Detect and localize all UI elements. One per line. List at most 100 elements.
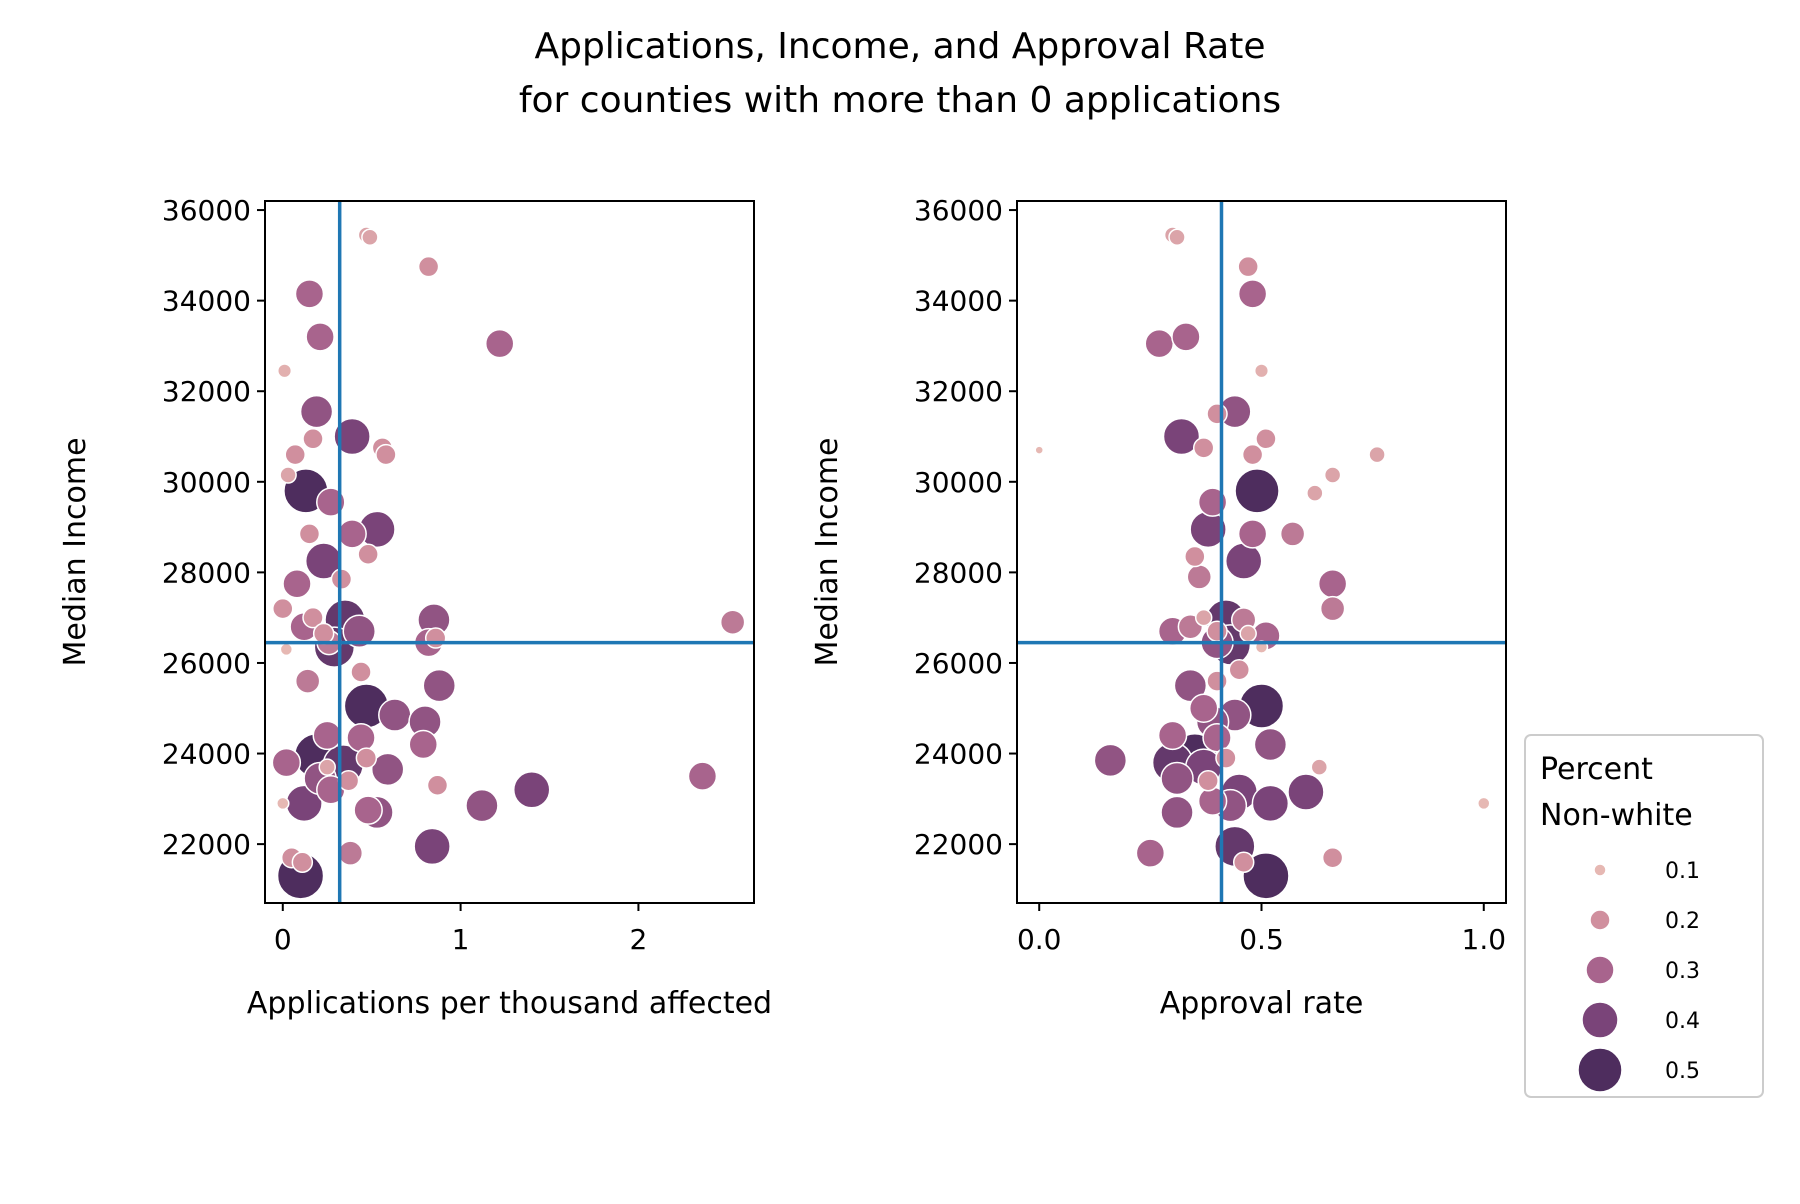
legend-label: 0.3	[1665, 959, 1700, 984]
data-point	[1239, 624, 1257, 643]
legend-marker	[1593, 863, 1607, 877]
data-point	[1321, 846, 1344, 869]
data-point	[316, 487, 346, 517]
data-point	[279, 642, 294, 657]
y-tick-label: 30000	[914, 466, 1003, 499]
data-point	[1241, 443, 1264, 466]
y-tick-label: 22000	[914, 828, 1003, 861]
data-point	[282, 568, 312, 599]
data-point	[1093, 743, 1128, 778]
legend-marker	[1589, 909, 1611, 931]
data-point	[1234, 468, 1280, 514]
data-point	[413, 827, 451, 866]
data-point	[1168, 228, 1186, 246]
data-point	[305, 322, 335, 352]
data-point	[337, 769, 360, 792]
data-point	[1477, 796, 1491, 811]
legend-label: 0.2	[1665, 909, 1700, 934]
data-point	[337, 519, 367, 549]
legend-label: 0.4	[1665, 1009, 1700, 1034]
data-point	[408, 729, 439, 760]
data-point	[1228, 659, 1251, 681]
x-tick-label: 0	[274, 923, 292, 956]
data-point	[1368, 445, 1386, 464]
panel-approval-rate: 22000 24000 26000 28000 30000 32000 34000 36000…	[810, 194, 1507, 1021]
data-point	[1287, 773, 1325, 811]
data-point	[1319, 595, 1346, 622]
legend-items: 0.1 0.2 0.3 0.4 0.5	[1577, 859, 1700, 1093]
data-point	[1206, 620, 1228, 643]
y-tick-label: 24000	[162, 738, 251, 771]
y-tick-label: 36000	[914, 194, 1003, 227]
data-point	[1162, 417, 1201, 456]
x-tick-label: 0.5	[1239, 923, 1284, 956]
data-point	[1202, 722, 1232, 753]
data-point	[353, 795, 383, 825]
data-point	[1197, 487, 1228, 517]
data-point	[1206, 670, 1228, 692]
data-point	[1034, 445, 1044, 455]
panel-applications: 22000 24000 26000 28000 30000 32000 34000 36000…	[58, 194, 772, 1021]
data-point	[1237, 279, 1268, 309]
data-point	[1215, 747, 1237, 769]
data-point	[378, 698, 412, 732]
data-point	[1173, 668, 1208, 703]
data-point	[426, 774, 449, 796]
data-point	[1279, 521, 1306, 547]
data-point	[355, 747, 378, 769]
data-point	[465, 788, 499, 823]
data-point	[370, 752, 405, 787]
data-point	[284, 443, 306, 466]
data-point	[294, 279, 325, 309]
data-point	[1171, 322, 1201, 352]
plot-area	[1017, 201, 1506, 903]
data-point	[304, 542, 343, 580]
data-point	[302, 606, 324, 629]
data-point	[279, 466, 297, 484]
legend-marker	[1585, 955, 1615, 985]
y-tick-label: 34000	[914, 285, 1003, 318]
data-point	[417, 255, 440, 278]
y-tick-label: 24000	[914, 738, 1003, 771]
data-point	[277, 363, 293, 379]
y-tick-label: 28000	[914, 556, 1003, 589]
legend-marker	[1581, 1001, 1619, 1039]
y-tick-label: 26000	[162, 647, 251, 680]
data-point	[1160, 761, 1194, 796]
data-point	[1194, 608, 1213, 627]
data-point	[350, 661, 372, 683]
chart-title-line2: for counties with more than 0 applicatio…	[519, 80, 1281, 121]
data-point	[1224, 542, 1263, 580]
y-tick-label: 30000	[162, 466, 251, 499]
data-point	[1255, 428, 1277, 450]
data-point	[298, 523, 321, 545]
data-point	[1237, 255, 1259, 278]
data-point	[312, 622, 335, 645]
data-point	[346, 722, 376, 753]
data-point	[357, 543, 379, 566]
plot-area	[265, 201, 754, 903]
data-point	[1232, 851, 1255, 873]
data-point	[302, 428, 324, 450]
data-point	[1157, 720, 1188, 751]
data-point	[1192, 437, 1215, 459]
data-point	[312, 720, 342, 751]
y-tick-label: 34000	[162, 285, 251, 318]
data-point	[1184, 545, 1206, 568]
y-axis-label: Median Income	[810, 437, 845, 666]
legend-title-line2: Non-white	[1540, 798, 1693, 833]
legend-title-line1: Percent	[1540, 752, 1653, 787]
data-point	[1206, 403, 1228, 425]
data-point	[271, 747, 302, 778]
y-axis-label: Median Income	[58, 437, 93, 666]
data-point	[1160, 795, 1194, 830]
data-point	[424, 627, 447, 649]
data-point	[512, 771, 551, 809]
data-point	[375, 443, 397, 466]
legend-label: 0.1	[1665, 859, 1700, 884]
legend-label: 0.5	[1665, 1059, 1700, 1084]
data-point	[1253, 363, 1270, 379]
data-point	[361, 228, 379, 246]
data-point	[1135, 838, 1166, 868]
